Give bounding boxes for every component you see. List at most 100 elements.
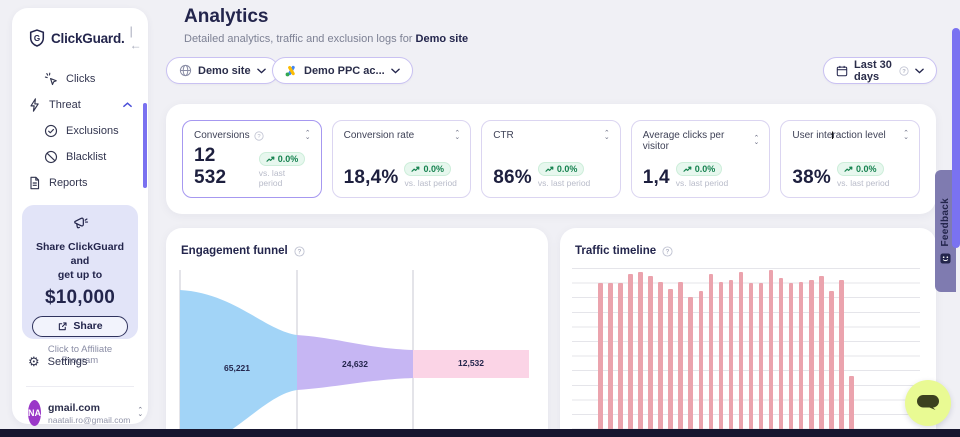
feedback-tab[interactable]: Feedback <box>935 170 956 292</box>
kpi-label: User interaction level <box>792 130 886 141</box>
traffic-bar <box>598 283 603 437</box>
kpi-card-ctr[interactable]: CTR ⌃ ⌄ 86% 0.0% vs. last period <box>481 120 621 198</box>
kpi-change-value: 0.0% <box>423 164 444 174</box>
kpi-value: 18,4% <box>343 167 399 188</box>
funnel-stage-3 <box>413 350 529 378</box>
kpi-card-user-interaction[interactable]: User interaction level ⌃ ⌄ 38% 0.0% vs. l… <box>780 120 920 198</box>
collapse-sidebar-icon[interactable]: |← <box>129 24 142 52</box>
sidebar-item-label: Blacklist <box>66 151 107 163</box>
traffic-bar <box>758 283 764 437</box>
sidebar-item-settings[interactable]: ⚙ Settings <box>22 348 138 376</box>
traffic-bar <box>648 275 653 437</box>
sidebar-item-clicks[interactable]: Clicks <box>22 66 138 92</box>
traffic-bar <box>658 281 663 437</box>
affiliate-promo-card[interactable]: Share ClickGuard and get up to $10,000 S… <box>22 205 138 366</box>
sidebar-scrollbar-thumb[interactable] <box>143 103 147 188</box>
kpi-value: 12 532 <box>194 145 227 188</box>
check-circle-icon <box>44 124 58 138</box>
bottom-window-edge <box>0 429 960 437</box>
sort-carets-icon[interactable]: ⌃ ⌄ <box>304 129 311 141</box>
traffic-bar <box>728 279 734 437</box>
kpi-card-conversion-rate[interactable]: Conversion rate ⌃ ⌄ 18,4% 0.0% vs. last p… <box>331 120 472 198</box>
document-icon <box>28 176 41 190</box>
funnel-chart-title: Engagement funnel <box>181 245 288 257</box>
external-link-icon <box>57 321 68 332</box>
kpi-value: 1,4 <box>642 167 670 188</box>
promo-footer-text: Click to Affiliate Program <box>47 343 113 366</box>
svg-text:?: ? <box>257 134 261 140</box>
subtitle-site-name: Demo site <box>415 33 469 45</box>
funnel-stage-3-value: 12,532 <box>458 358 484 368</box>
traffic-bar <box>819 275 824 437</box>
kpi-card-average-clicks[interactable]: Average clicks per visitor ⌃ ⌄ 1,4 0.0% v… <box>630 120 771 198</box>
traffic-bar <box>618 283 623 437</box>
google-ads-icon <box>285 65 298 77</box>
feedback-label: Feedback <box>940 198 951 247</box>
traffic-bar <box>698 291 704 437</box>
traffic-bar <box>708 273 714 437</box>
megaphone-icon <box>72 215 89 231</box>
traffic-bar <box>608 283 613 437</box>
chat-bubble-icon <box>917 395 939 410</box>
sort-carets-icon[interactable]: ⌃ ⌄ <box>454 129 461 141</box>
kpi-value: 38% <box>792 167 832 188</box>
traffic-bar <box>768 270 774 437</box>
avatar: NA <box>28 400 41 426</box>
kpi-period: vs. last period <box>537 178 591 188</box>
kpi-value: 86% <box>493 167 532 188</box>
subtitle-text: Detailed analytics, traffic and exclusio… <box>184 33 416 45</box>
chevron-up-icon[interactable] <box>123 102 132 108</box>
kpi-change-value: 0.0% <box>856 164 877 174</box>
sidebar: G ClickGuard. |← Clicks Threat Exclusio <box>12 8 148 426</box>
account-switcher[interactable]: NA gmail.com naatali.ro@gmail.com ⌃ ⌄ <box>22 396 144 430</box>
traffic-bar <box>798 281 804 437</box>
trend-up-icon <box>411 166 420 173</box>
traffic-bar <box>688 296 693 437</box>
funnel-stage-1-value: 65,221 <box>224 363 250 373</box>
sidebar-item-label: Exclusions <box>66 125 119 137</box>
sort-carets-icon[interactable]: ⌃ ⌄ <box>903 129 909 141</box>
traffic-bar <box>718 281 724 437</box>
sidebar-item-reports[interactable]: Reports <box>22 170 138 196</box>
trend-up-icon <box>266 156 275 163</box>
page-scrollbar-thumb[interactable] <box>952 28 960 248</box>
sidebar-item-threat[interactable]: Threat <box>22 92 138 118</box>
sort-carets-icon[interactable]: ⌃ ⌄ <box>753 135 760 146</box>
select-carets-icon: ⌃ ⌄ <box>137 407 144 418</box>
kpi-change-value: 0.0% <box>556 164 578 174</box>
share-button[interactable]: Share <box>32 315 128 337</box>
traffic-bar <box>829 291 834 437</box>
kpi-change-value: 0.0% <box>694 164 716 174</box>
trend-up-icon <box>844 166 853 173</box>
sidebar-item-exclusions[interactable]: Exclusions <box>22 118 138 144</box>
calendar-icon <box>836 65 848 77</box>
site-filter-dropdown[interactable]: Demo site <box>166 57 279 84</box>
traffic-bar <box>849 375 854 437</box>
info-icon[interactable]: ? <box>662 245 673 257</box>
text-cursor: I <box>831 130 835 142</box>
traffic-bar <box>628 273 633 437</box>
info-icon[interactable]: ? <box>294 245 305 257</box>
sort-carets-icon[interactable]: ⌃ ⌄ <box>603 129 610 141</box>
kpi-label: Average clicks per visitor <box>642 130 725 152</box>
sidebar-item-blacklist[interactable]: Blacklist <box>22 144 138 170</box>
kpi-period: vs. last period <box>837 178 890 188</box>
svg-text:?: ? <box>297 248 301 255</box>
traffic-timeline-plot <box>572 268 920 437</box>
ppc-account-filter-dropdown[interactable]: Demo PPC ac... <box>272 57 413 84</box>
settings-label: Settings <box>47 356 88 368</box>
kpi-card-conversions[interactable]: Conversions ? ⌃ ⌄ 12 532 0.0% vs. last pe… <box>182 120 322 198</box>
svg-text:G: G <box>34 34 40 43</box>
chat-widget-button[interactable] <box>905 380 951 426</box>
kpi-label: Conversions <box>194 130 250 141</box>
gear-icon: ⚙ <box>28 354 40 369</box>
sidebar-item-label: Clicks <box>66 73 96 85</box>
kpi-panel: Conversions ? ⌃ ⌄ 12 532 0.0% vs. last pe… <box>166 104 936 214</box>
info-icon[interactable]: ? <box>254 130 264 141</box>
kpi-period: vs. last period <box>675 178 729 188</box>
promo-amount: $10,000 <box>44 286 116 308</box>
date-range-dropdown[interactable]: Last 30 days ? <box>823 57 937 84</box>
clickguard-shield-icon: G <box>28 29 46 47</box>
kpi-period: vs. last period <box>258 168 286 188</box>
kpi-change-badge: 0.0% <box>404 162 451 176</box>
